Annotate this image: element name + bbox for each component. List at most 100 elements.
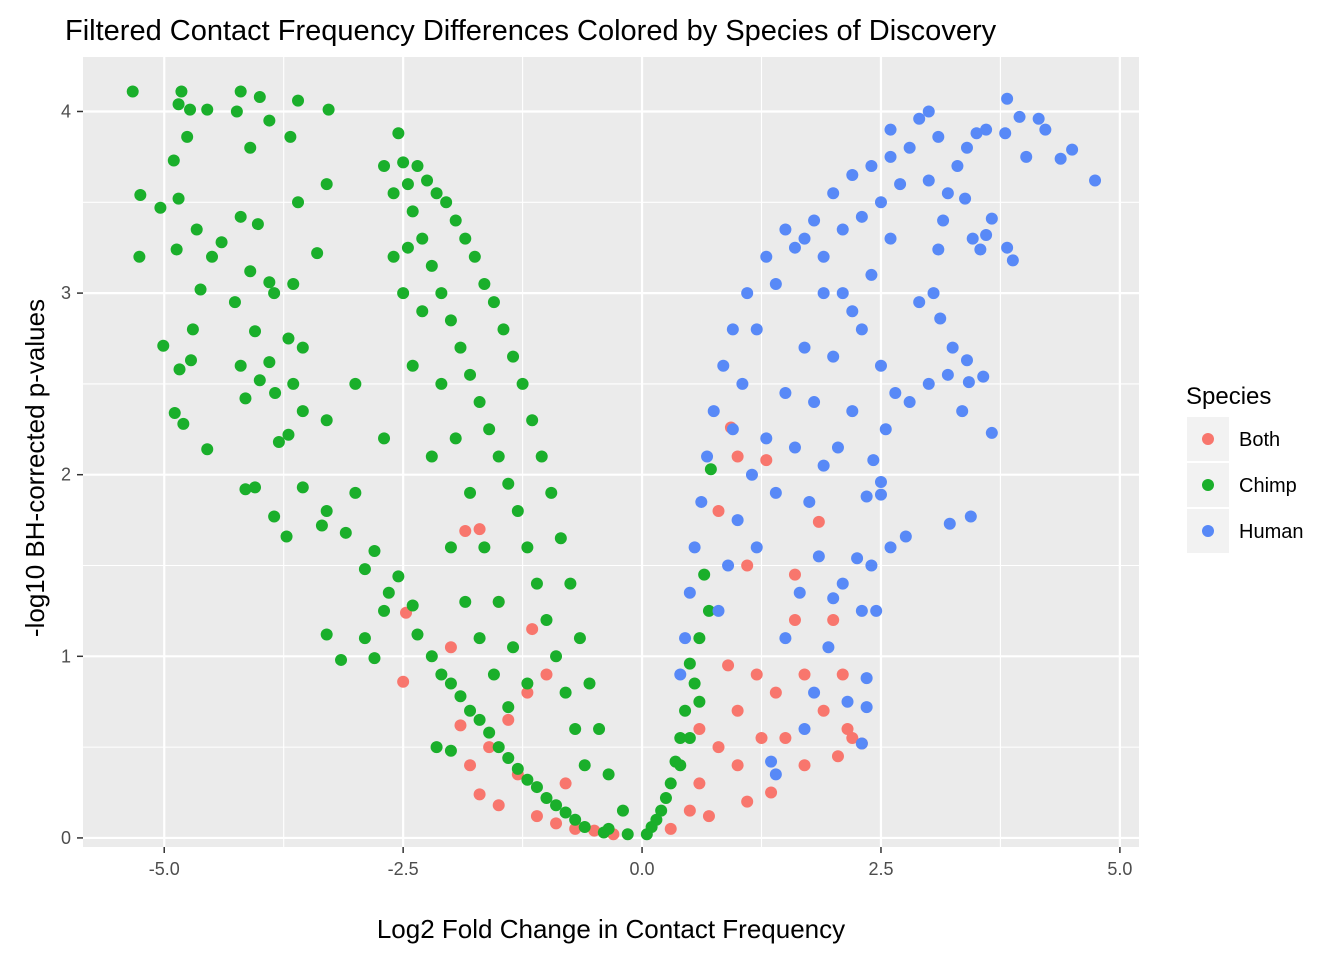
data-point-chimp — [126, 85, 139, 98]
data-point-human — [884, 123, 897, 136]
data-point-human — [827, 187, 840, 200]
data-point-human — [812, 550, 825, 563]
data-point-chimp — [449, 214, 462, 227]
data-point-chimp — [454, 341, 467, 354]
data-point-both — [473, 523, 486, 536]
data-point-chimp — [421, 174, 434, 187]
data-point-chimp — [464, 486, 477, 499]
data-point-human — [903, 396, 916, 409]
data-point-chimp — [473, 632, 486, 645]
data-point-chimp — [502, 752, 515, 765]
data-point-both — [841, 722, 854, 735]
data-point-chimp — [478, 278, 491, 291]
data-point-chimp — [683, 657, 696, 670]
data-point-human — [779, 632, 792, 645]
data-point-chimp — [425, 650, 438, 663]
data-point-human — [1001, 92, 1014, 105]
y-axis-title: -log10 BH-corrected p-values — [20, 299, 50, 637]
data-point-chimp — [507, 641, 520, 654]
data-point-chimp — [521, 677, 534, 690]
data-point-chimp — [292, 196, 305, 209]
data-point-human — [903, 141, 916, 154]
data-point-both — [464, 759, 477, 772]
legend: Species Both Chimp Human — [1186, 383, 1303, 553]
data-point-chimp — [569, 722, 582, 735]
data-point-chimp — [287, 278, 300, 291]
data-point-chimp — [516, 377, 529, 390]
data-point-chimp — [244, 265, 257, 278]
data-point-both — [588, 824, 601, 837]
data-point-chimp — [228, 296, 241, 309]
data-point-human — [1020, 150, 1033, 163]
data-point-human — [701, 450, 714, 463]
data-point-chimp — [559, 686, 572, 699]
data-point-chimp — [263, 276, 276, 289]
data-point-chimp — [282, 332, 295, 345]
data-point-chimp — [435, 668, 448, 681]
data-point-human — [874, 359, 887, 372]
y-tick-label: 3 — [61, 283, 71, 303]
data-point-both — [444, 641, 457, 654]
data-point-chimp — [234, 210, 247, 223]
data-point-human — [683, 586, 696, 599]
data-point-chimp — [416, 232, 429, 245]
data-point-human — [841, 695, 854, 708]
data-point-chimp — [320, 505, 333, 518]
data-point-chimp — [616, 804, 629, 817]
data-point-human — [922, 105, 935, 118]
data-point-chimp — [540, 791, 553, 804]
data-point-chimp — [664, 777, 677, 790]
data-point-chimp — [492, 450, 505, 463]
data-point-human — [884, 541, 897, 554]
data-point-human — [962, 376, 975, 389]
data-point-human — [722, 559, 735, 572]
data-point-chimp — [244, 141, 257, 154]
data-point-human — [679, 632, 692, 645]
data-point-chimp — [487, 296, 500, 309]
data-point-both — [459, 525, 472, 537]
data-point-chimp — [497, 323, 510, 336]
data-point-chimp — [425, 450, 438, 463]
data-point-human — [822, 641, 835, 654]
data-point-both — [827, 613, 840, 626]
data-point-human — [695, 495, 708, 508]
data-point-chimp — [545, 486, 558, 499]
data-point-chimp — [602, 822, 615, 835]
data-point-human — [884, 232, 897, 245]
data-point-chimp — [573, 632, 586, 645]
data-point-both — [569, 822, 582, 835]
data-point-chimp — [378, 159, 391, 172]
data-point-both — [483, 741, 496, 754]
data-point-chimp — [483, 726, 496, 739]
data-point-human — [970, 127, 983, 140]
legend-key-both — [1202, 433, 1214, 445]
data-point-human — [867, 454, 880, 467]
data-point-human — [731, 514, 744, 527]
y-tick-label: 2 — [61, 465, 71, 485]
data-point-human — [769, 768, 782, 781]
data-point-human — [894, 178, 907, 191]
data-point-chimp — [272, 436, 285, 449]
data-point-both — [693, 722, 706, 735]
data-point-human — [985, 212, 998, 225]
data-point-chimp — [133, 250, 146, 263]
data-point-human — [874, 196, 887, 209]
data-point-chimp — [655, 804, 668, 817]
data-point-chimp — [194, 283, 207, 296]
data-point-human — [855, 604, 868, 617]
data-point-chimp — [492, 741, 505, 754]
data-point-chimp — [249, 325, 262, 338]
data-point-chimp — [569, 813, 582, 826]
data-point-human — [932, 243, 945, 256]
data-point-chimp — [693, 632, 706, 645]
data-point-chimp — [502, 701, 515, 714]
data-point-human — [836, 577, 849, 590]
data-point-chimp — [464, 368, 477, 381]
data-point-human — [798, 722, 811, 735]
data-point-human — [999, 127, 1012, 140]
data-point-chimp — [263, 114, 276, 127]
data-point-human — [977, 370, 990, 383]
data-point-human — [899, 530, 912, 543]
data-point-chimp — [683, 732, 696, 745]
